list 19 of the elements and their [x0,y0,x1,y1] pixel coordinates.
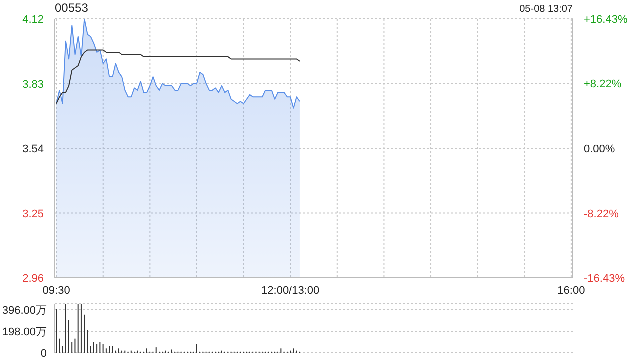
y-tick-label: 0 [40,348,47,360]
x-tick-label: 16:00 [558,284,586,297]
y-tick-label: 3.54 [22,144,44,156]
y2-tick-label: +16.43% [584,14,628,26]
x-tick-label: 12:00/13:00 [262,284,320,297]
chart-title: 00553 [55,1,88,15]
y-tick-label: 3.83 [22,78,44,91]
y-tick-label: 4.12 [22,14,44,26]
y-tick-label: 3.25 [22,208,44,220]
x-tick-label: 09:30 [42,284,70,297]
text: 05-08 13:07 [520,4,573,15]
y2-tick-label: +8.22% [584,78,622,91]
y2-tick-label: 0.00% [584,144,616,156]
line-series [56,50,300,104]
y2-tick-label: -16.43% [584,273,626,285]
y-tick-label: 198.00万 [2,326,47,338]
y-tick-label: 2.96 [22,273,44,285]
y2-tick-label: -8.22% [584,208,620,220]
y-tick-label: 396.00万 [2,304,47,317]
